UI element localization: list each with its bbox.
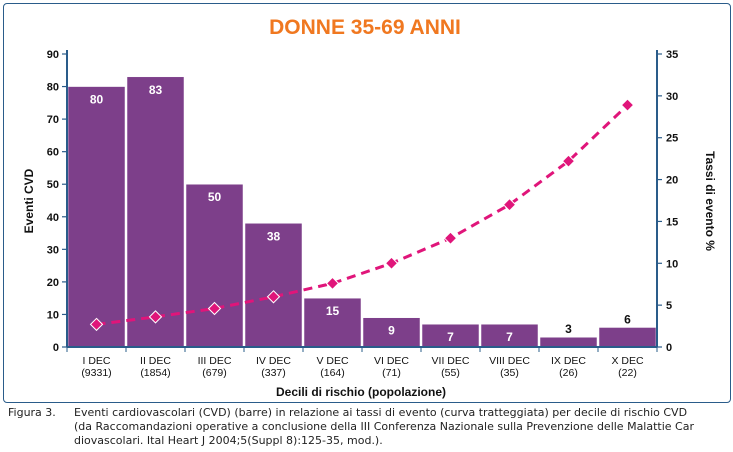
caption-line-3: diovascolari. Ital Heart J 2004;5(Suppl …: [74, 434, 383, 447]
x-tick-label: II DEC: [140, 355, 171, 367]
y2-tick-label: 20: [666, 175, 678, 187]
caption-line-2: (da Raccomandazioni operative a conclusi…: [74, 420, 694, 433]
y-tick-label: 50: [47, 179, 59, 191]
chart-title: DONNE 35-69 ANNI: [269, 16, 461, 39]
bar-value-label: 38: [267, 229, 281, 243]
x-tick-sublabel: (26): [559, 367, 578, 379]
y-tick-label: 70: [47, 114, 59, 126]
x-tick-label: V DEC: [316, 355, 349, 367]
y-tick-label: 20: [47, 277, 59, 289]
bar: [185, 183, 244, 348]
rate-marker: [148, 310, 163, 324]
y-tick-label: 0: [53, 342, 59, 354]
y-axis-label: Eventi CVD: [22, 168, 36, 233]
y2-tick-label: 5: [666, 300, 672, 312]
y-tick-label: 30: [47, 244, 59, 256]
x-tick-label: VI DEC: [374, 355, 409, 367]
bar: [362, 317, 421, 348]
y-tick-label: 60: [47, 147, 59, 159]
x-tick-sublabel: (679): [202, 367, 227, 379]
x-tick-sublabel: (164): [320, 367, 345, 379]
rate-marker: [384, 256, 399, 270]
caption-text-1: Eventi cardiovascolari (CVD) (barre) in …: [74, 406, 688, 419]
x-tick-label: III DEC: [198, 355, 232, 367]
rate-marker: [502, 197, 517, 212]
x-tick-sublabel: (71): [382, 367, 401, 379]
bar-value-label: 50: [208, 190, 222, 204]
y-tick-label: 80: [47, 82, 59, 94]
bar: [598, 327, 657, 348]
y2-axis-label: Tassi di evento %: [703, 151, 717, 251]
x-tick-label: I DEC: [82, 355, 110, 367]
rate-marker: [266, 290, 281, 304]
bar-value-label: 7: [447, 330, 454, 344]
x-tick-sublabel: (1854): [140, 367, 170, 379]
bar-value-label: 80: [90, 93, 104, 107]
bar-value-label: 3: [565, 322, 572, 336]
bar: [539, 336, 598, 348]
bar-value-label: 15: [326, 304, 340, 318]
rate-line: [96, 103, 629, 326]
x-tick-label: IX DEC: [551, 355, 586, 367]
y2-tick-label: 10: [666, 258, 678, 270]
y2-tick-label: 15: [666, 216, 678, 228]
y2-tick-label: 35: [666, 49, 678, 61]
bar-value-label: 7: [506, 330, 513, 344]
x-tick-sublabel: (55): [441, 367, 460, 379]
x-tick-label: X DEC: [611, 355, 644, 367]
y2-tick-label: 30: [666, 91, 678, 103]
caption-label: Figura 3.: [8, 406, 56, 419]
x-tick-sublabel: (337): [261, 367, 286, 379]
bar-value-label: 9: [388, 324, 395, 338]
y-tick-label: 90: [47, 49, 59, 61]
y-tick-label: 40: [47, 212, 59, 224]
x-tick-label: IV DEC: [256, 355, 291, 367]
bar: [303, 297, 362, 348]
y2-tick-label: 25: [666, 133, 678, 145]
x-axis-label: Decili di rischio (popolazione): [276, 385, 446, 399]
x-tick-label: VIII DEC: [489, 355, 530, 367]
bar: [67, 86, 126, 348]
bar-value-label: 83: [149, 83, 163, 97]
rate-marker: [443, 231, 458, 245]
x-tick-label: VII DEC: [432, 355, 470, 367]
rate-marker: [561, 154, 576, 168]
bar: [244, 223, 303, 348]
rate-marker: [89, 317, 104, 332]
caption-line-1: Figura 3. Eventi cardiovascolari (CVD) (b…: [8, 406, 728, 420]
y2-tick-label: 0: [666, 342, 672, 354]
figure-caption: Figura 3. Eventi cardiovascolari (CVD) (b…: [8, 406, 728, 448]
bar-value-label: 6: [624, 312, 631, 326]
rate-marker: [620, 98, 635, 112]
rate-marker: [325, 276, 340, 291]
x-tick-sublabel: (35): [500, 367, 519, 379]
bar: [126, 76, 185, 348]
x-tick-sublabel: (22): [618, 367, 637, 379]
x-tick-sublabel: (9331): [81, 367, 111, 379]
y-tick-label: 10: [47, 309, 59, 321]
rate-marker: [207, 301, 222, 316]
